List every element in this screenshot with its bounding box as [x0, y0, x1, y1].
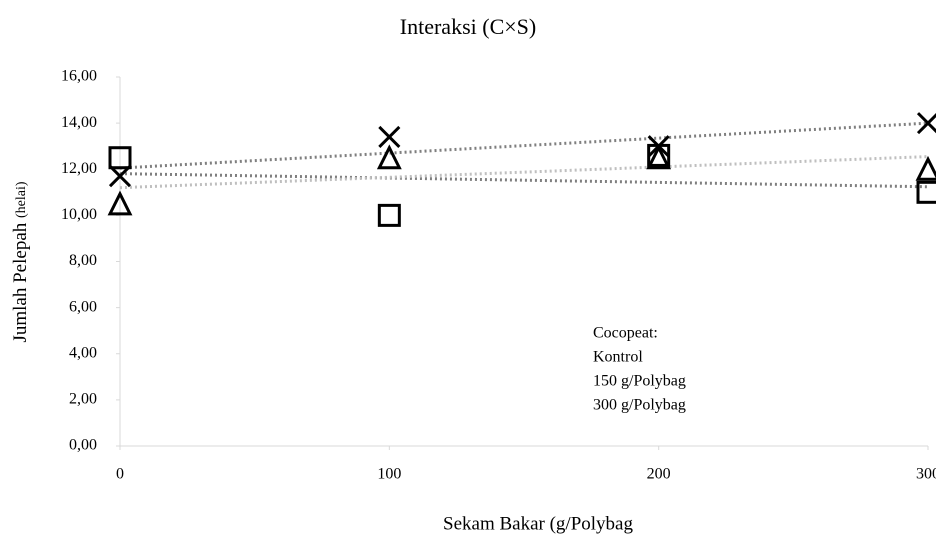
y-tick-label: 4,00	[69, 344, 97, 361]
y-tick-label: 10,00	[61, 206, 97, 223]
x-axis-label: Sekam Bakar (g/Polybag	[443, 513, 633, 534]
y-tick-label: 8,00	[69, 252, 97, 269]
y-tick-label: 14,00	[61, 114, 97, 131]
y-tick-label: 12,00	[61, 160, 97, 177]
trendline	[119, 172, 929, 189]
y-tick-label: 6,00	[69, 298, 97, 315]
y-axis-label-main: Jumlah Pelepah	[10, 222, 31, 342]
x-tick-label: 0	[116, 466, 124, 483]
legend-title: Cocopeat:	[593, 325, 658, 342]
marker-square	[108, 146, 132, 170]
marker-x	[108, 165, 132, 188]
marker-triangle	[376, 144, 402, 170]
x-tick-label: 300	[916, 466, 936, 483]
y-axis-label-unit: (helai)	[14, 181, 29, 218]
legend-entry: 300 g/Polybag	[593, 397, 686, 414]
y-tick-label: 0,00	[69, 437, 97, 454]
marker-square	[377, 203, 401, 227]
marker-x	[378, 125, 401, 149]
x-tick-label: 200	[647, 466, 671, 483]
marker-square	[916, 180, 936, 204]
x-tick-label: 100	[377, 466, 401, 483]
y-tick-label: 16,00	[61, 68, 97, 85]
trendline	[119, 121, 929, 170]
chart-title: Interaksi (C×S)	[400, 14, 536, 39]
marker-triangle	[107, 190, 133, 216]
y-axis-label: Jumlah Pelepah (helai)	[10, 181, 31, 342]
marker-x	[916, 112, 936, 135]
marker-triangle	[915, 155, 936, 181]
y-tick-label: 2,00	[69, 391, 97, 408]
marker-triangle	[646, 144, 672, 170]
legend-entry: 150 g/Polybag	[593, 373, 686, 390]
legend-entry: Kontrol	[593, 349, 643, 366]
marker-x	[647, 135, 670, 158]
